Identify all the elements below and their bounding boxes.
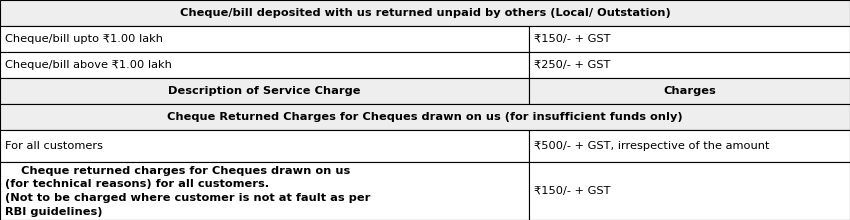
Bar xyxy=(529,78,850,104)
Text: ₹150/- + GST: ₹150/- + GST xyxy=(534,186,610,196)
Bar xyxy=(529,52,850,78)
Bar xyxy=(0,130,529,162)
Bar xyxy=(0,162,529,220)
Bar xyxy=(0,26,529,52)
Text: For all customers: For all customers xyxy=(5,141,103,151)
Bar xyxy=(529,26,850,52)
Text: ₹250/- + GST: ₹250/- + GST xyxy=(534,60,610,70)
Bar xyxy=(529,130,850,162)
Text: Cheque/bill above ₹1.00 lakh: Cheque/bill above ₹1.00 lakh xyxy=(5,60,172,70)
Text: Description of Service Charge: Description of Service Charge xyxy=(168,86,360,96)
Bar xyxy=(0,0,850,26)
Bar xyxy=(0,104,850,130)
Text: Cheque returned charges for Cheques drawn on us
(for technical reasons) for all : Cheque returned charges for Cheques draw… xyxy=(5,166,371,216)
Text: Charges: Charges xyxy=(663,86,716,96)
Bar xyxy=(529,162,850,220)
Text: Cheque/bill upto ₹1.00 lakh: Cheque/bill upto ₹1.00 lakh xyxy=(5,34,163,44)
Text: ₹500/- + GST, irrespective of the amount: ₹500/- + GST, irrespective of the amount xyxy=(534,141,769,151)
Text: Cheque/bill deposited with us returned unpaid by others (Local/ Outstation): Cheque/bill deposited with us returned u… xyxy=(179,8,671,18)
Text: ₹150/- + GST: ₹150/- + GST xyxy=(534,34,610,44)
Bar xyxy=(0,78,529,104)
Text: Cheque Returned Charges for Cheques drawn on us (for insufficient funds only): Cheque Returned Charges for Cheques draw… xyxy=(167,112,683,122)
Bar xyxy=(0,52,529,78)
